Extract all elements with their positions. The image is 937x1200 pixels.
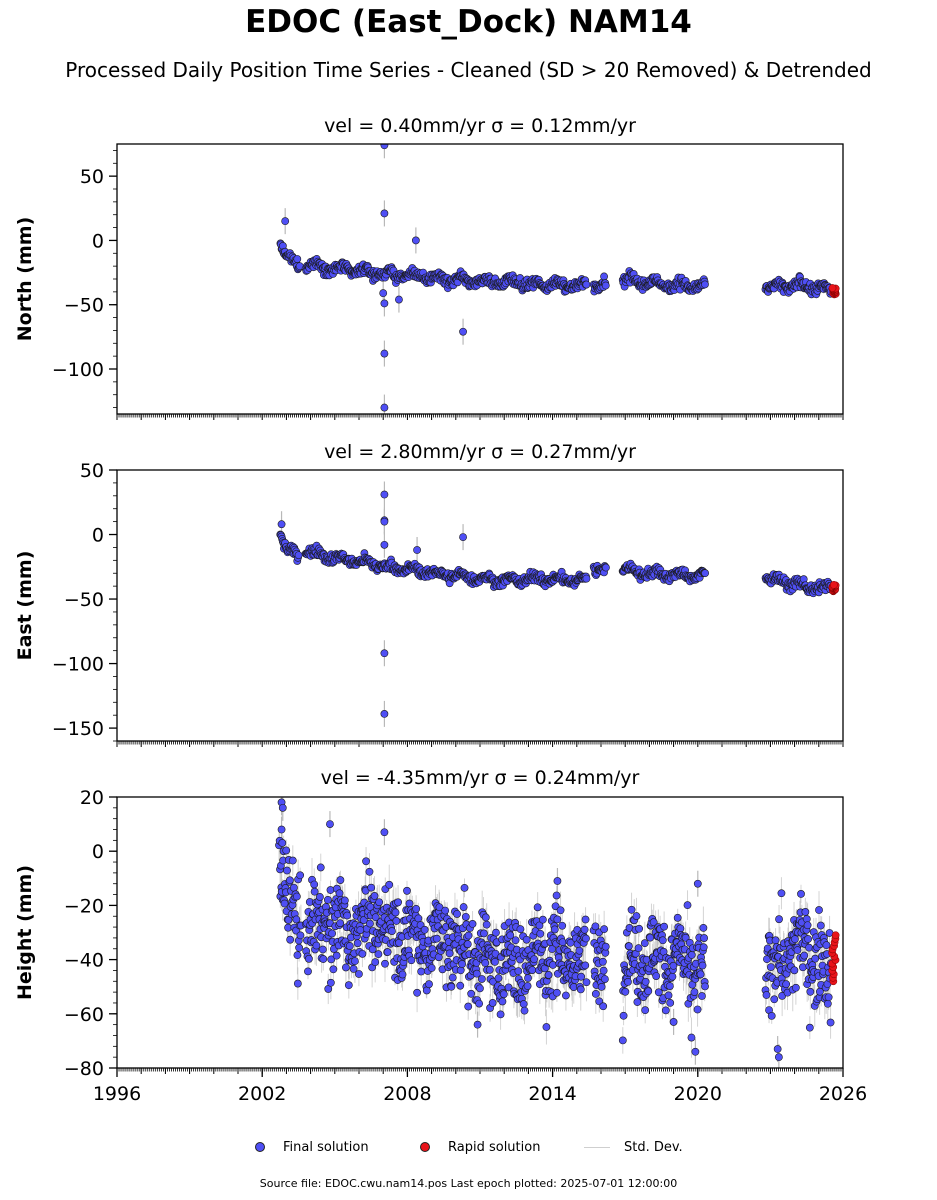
outlier-point bbox=[281, 217, 290, 226]
outlier-point bbox=[380, 144, 389, 150]
rapid-points-east bbox=[828, 581, 840, 596]
y-tick-label: −50 bbox=[64, 589, 104, 611]
y-axis-label-north: North (mm) bbox=[14, 217, 36, 342]
y-tick-label: 0 bbox=[92, 230, 104, 252]
outlier-point bbox=[380, 649, 389, 658]
plot-area-north bbox=[276, 144, 840, 414]
final-point bbox=[582, 574, 591, 583]
rapid-point bbox=[828, 284, 837, 292]
outlier-point bbox=[380, 299, 389, 308]
y-tick-label: 50 bbox=[80, 166, 104, 188]
panel-east: −150 −100 −50 0 50 vel = 2.80mm/yr σ = 0.27mm… bbox=[14, 441, 844, 747]
outlier-point bbox=[380, 540, 389, 549]
outlier-point bbox=[380, 209, 389, 218]
panel-height: 1996 2002 2008 2014 2020 2026−80−60−40−20020v… bbox=[14, 767, 867, 1105]
final-point bbox=[701, 280, 709, 289]
final-points-east bbox=[276, 490, 835, 718]
y-tick-label: −100 bbox=[52, 654, 104, 676]
y-tick-label: −100 bbox=[52, 359, 104, 381]
final-point bbox=[601, 281, 610, 290]
outlier-point bbox=[380, 349, 389, 358]
outlier-point bbox=[380, 490, 389, 499]
outlier-point bbox=[395, 295, 403, 304]
outlier-point bbox=[413, 546, 421, 554]
x-ticks-north bbox=[116, 414, 844, 420]
y-ticks-east: −150 −100 −50 0 50 bbox=[52, 460, 117, 742]
y-tick-label: −50 bbox=[64, 295, 104, 317]
panel-north: −100 −50 0 50 vel = 0.40mm/yr σ = 0.12mm/yr N… bbox=[14, 115, 844, 420]
outlier-point bbox=[380, 710, 389, 718]
y-tick-label: −150 bbox=[52, 718, 104, 740]
rapid-point bbox=[830, 581, 838, 589]
final-point bbox=[294, 551, 303, 560]
plot-area-east bbox=[276, 481, 840, 727]
final-point bbox=[701, 569, 710, 578]
axes-frame-east bbox=[116, 469, 844, 742]
panel-title-east: vel = 2.80mm/yr σ = 0.27mm/yr bbox=[324, 441, 636, 463]
outlier-point bbox=[411, 236, 420, 245]
x-ticks-east bbox=[116, 741, 844, 747]
plot-area-height bbox=[275, 797, 840, 1068]
y-tick-label: 50 bbox=[80, 460, 104, 482]
outlier-point bbox=[379, 289, 388, 298]
final-point bbox=[600, 272, 608, 281]
rapid-points-north bbox=[828, 284, 840, 299]
final-point bbox=[293, 255, 302, 263]
y-ticks-north: −100 −50 0 50 bbox=[52, 150, 117, 408]
outlier-point bbox=[277, 520, 286, 529]
std-dev-bars-east bbox=[279, 481, 832, 727]
outlier-point bbox=[459, 533, 467, 542]
outlier-point bbox=[459, 327, 467, 336]
final-point bbox=[582, 280, 591, 289]
panel-title-north: vel = 0.40mm/yr σ = 0.12mm/yr bbox=[324, 115, 636, 137]
outlier-point bbox=[380, 517, 389, 526]
final-point bbox=[602, 563, 610, 572]
outlier-point bbox=[380, 403, 389, 412]
y-tick-label: 0 bbox=[92, 525, 104, 547]
final-points-north bbox=[276, 144, 835, 412]
y-axis-label-east: East (mm) bbox=[14, 551, 36, 661]
